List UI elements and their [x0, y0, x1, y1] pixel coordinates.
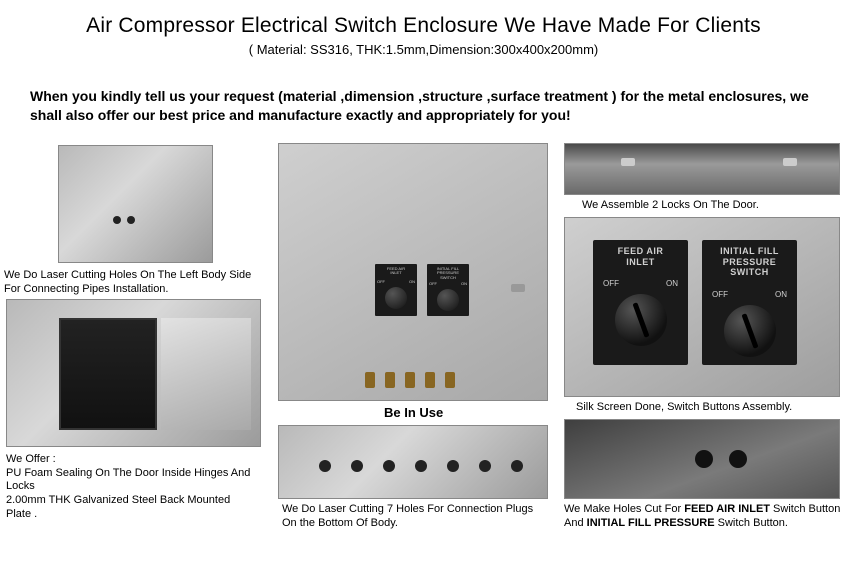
photo-grid: We Do Laser Cutting Holes On The Left Bo…	[0, 143, 847, 543]
caption-7holes: We Do Laser Cutting 7 Holes For Connecti…	[282, 503, 542, 531]
knob-icon	[615, 294, 667, 346]
intro-text: When you kindly tell us your request (ma…	[0, 57, 847, 125]
knob-icon	[385, 287, 407, 309]
lock-icon	[783, 158, 797, 166]
caption-laser-side: We Do Laser Cutting Holes On The Left Bo…	[4, 269, 269, 297]
plug-icon	[385, 372, 395, 388]
photo-door-locks	[564, 143, 840, 195]
plug-icon	[405, 372, 415, 388]
caption-part: We Make Holes Cut For	[564, 503, 684, 515]
photo-enclosure-inuse: FEED AIRINLET OFFON INITIAL FILLPRESSURE…	[278, 143, 548, 401]
lock-icon	[621, 158, 635, 166]
mini-switch-right: INITIAL FILLPRESSURESWITCH OFFON	[427, 264, 469, 316]
photo-enclosure-open	[6, 299, 261, 447]
caption-feed-holes: We Make Holes Cut For FEED AIR INLET Swi…	[564, 503, 844, 531]
hole-icon	[383, 460, 395, 472]
knob-icon	[724, 305, 776, 357]
offer-prefix: We Offer :	[6, 453, 56, 465]
door-open-icon	[59, 318, 157, 430]
page-subtitle: ( Material: SS316, THK:1.5mm,Dimension:3…	[0, 42, 847, 57]
switch-label: FEED AIR INLET	[597, 246, 684, 268]
hole-icon	[415, 460, 427, 472]
switch-initial-fill: INITIAL FILL PRESSURE SWITCH OFF ON	[702, 240, 797, 365]
switch-off: OFF	[712, 290, 728, 299]
hole-icon	[479, 460, 491, 472]
photo-enclosure-side	[58, 145, 213, 263]
plug-icon	[365, 372, 375, 388]
caption-bold: INITIAL FILL PRESSURE	[587, 517, 715, 529]
caption-part: Switch Button.	[715, 517, 788, 529]
hole-icon	[113, 216, 121, 224]
switch-on: ON	[775, 290, 787, 299]
hole-icon	[319, 460, 331, 472]
switch-off: OFF	[603, 279, 619, 288]
hole-icon	[729, 450, 747, 468]
door-panel-icon	[161, 318, 251, 430]
page-title: Air Compressor Electrical Switch Enclosu…	[0, 0, 847, 38]
plug-icon	[445, 372, 455, 388]
lock-icon	[511, 284, 525, 292]
caption-offer: We Offer : PU Foam Sealing On The Door I…	[6, 453, 256, 522]
knob-icon	[437, 289, 459, 311]
caption-silkscreen: Silk Screen Done, Switch Buttons Assembl…	[576, 401, 836, 415]
photo-switch-closeup: FEED AIR INLET OFF ON INITIAL FILL PRESS…	[564, 217, 840, 397]
hole-icon	[511, 460, 523, 472]
hole-icon	[351, 460, 363, 472]
mini-switch-left: FEED AIRINLET OFFON	[375, 264, 417, 316]
switch-label: INITIAL FILL PRESSURE SWITCH	[706, 246, 793, 278]
switch-feed-air: FEED AIR INLET OFF ON	[593, 240, 688, 365]
center-label: Be In Use	[384, 405, 443, 420]
hole-icon	[447, 460, 459, 472]
caption-bold: FEED AIR INLET	[684, 503, 770, 515]
switch-on: ON	[666, 279, 678, 288]
photo-two-holes	[564, 419, 840, 499]
caption-locks: We Assemble 2 Locks On The Door.	[582, 199, 842, 213]
hole-icon	[127, 216, 135, 224]
plug-icon	[425, 372, 435, 388]
offer-body: PU Foam Sealing On The Door Inside Hinge…	[6, 467, 250, 520]
photo-bottom-holes	[278, 425, 548, 499]
hole-icon	[695, 450, 713, 468]
